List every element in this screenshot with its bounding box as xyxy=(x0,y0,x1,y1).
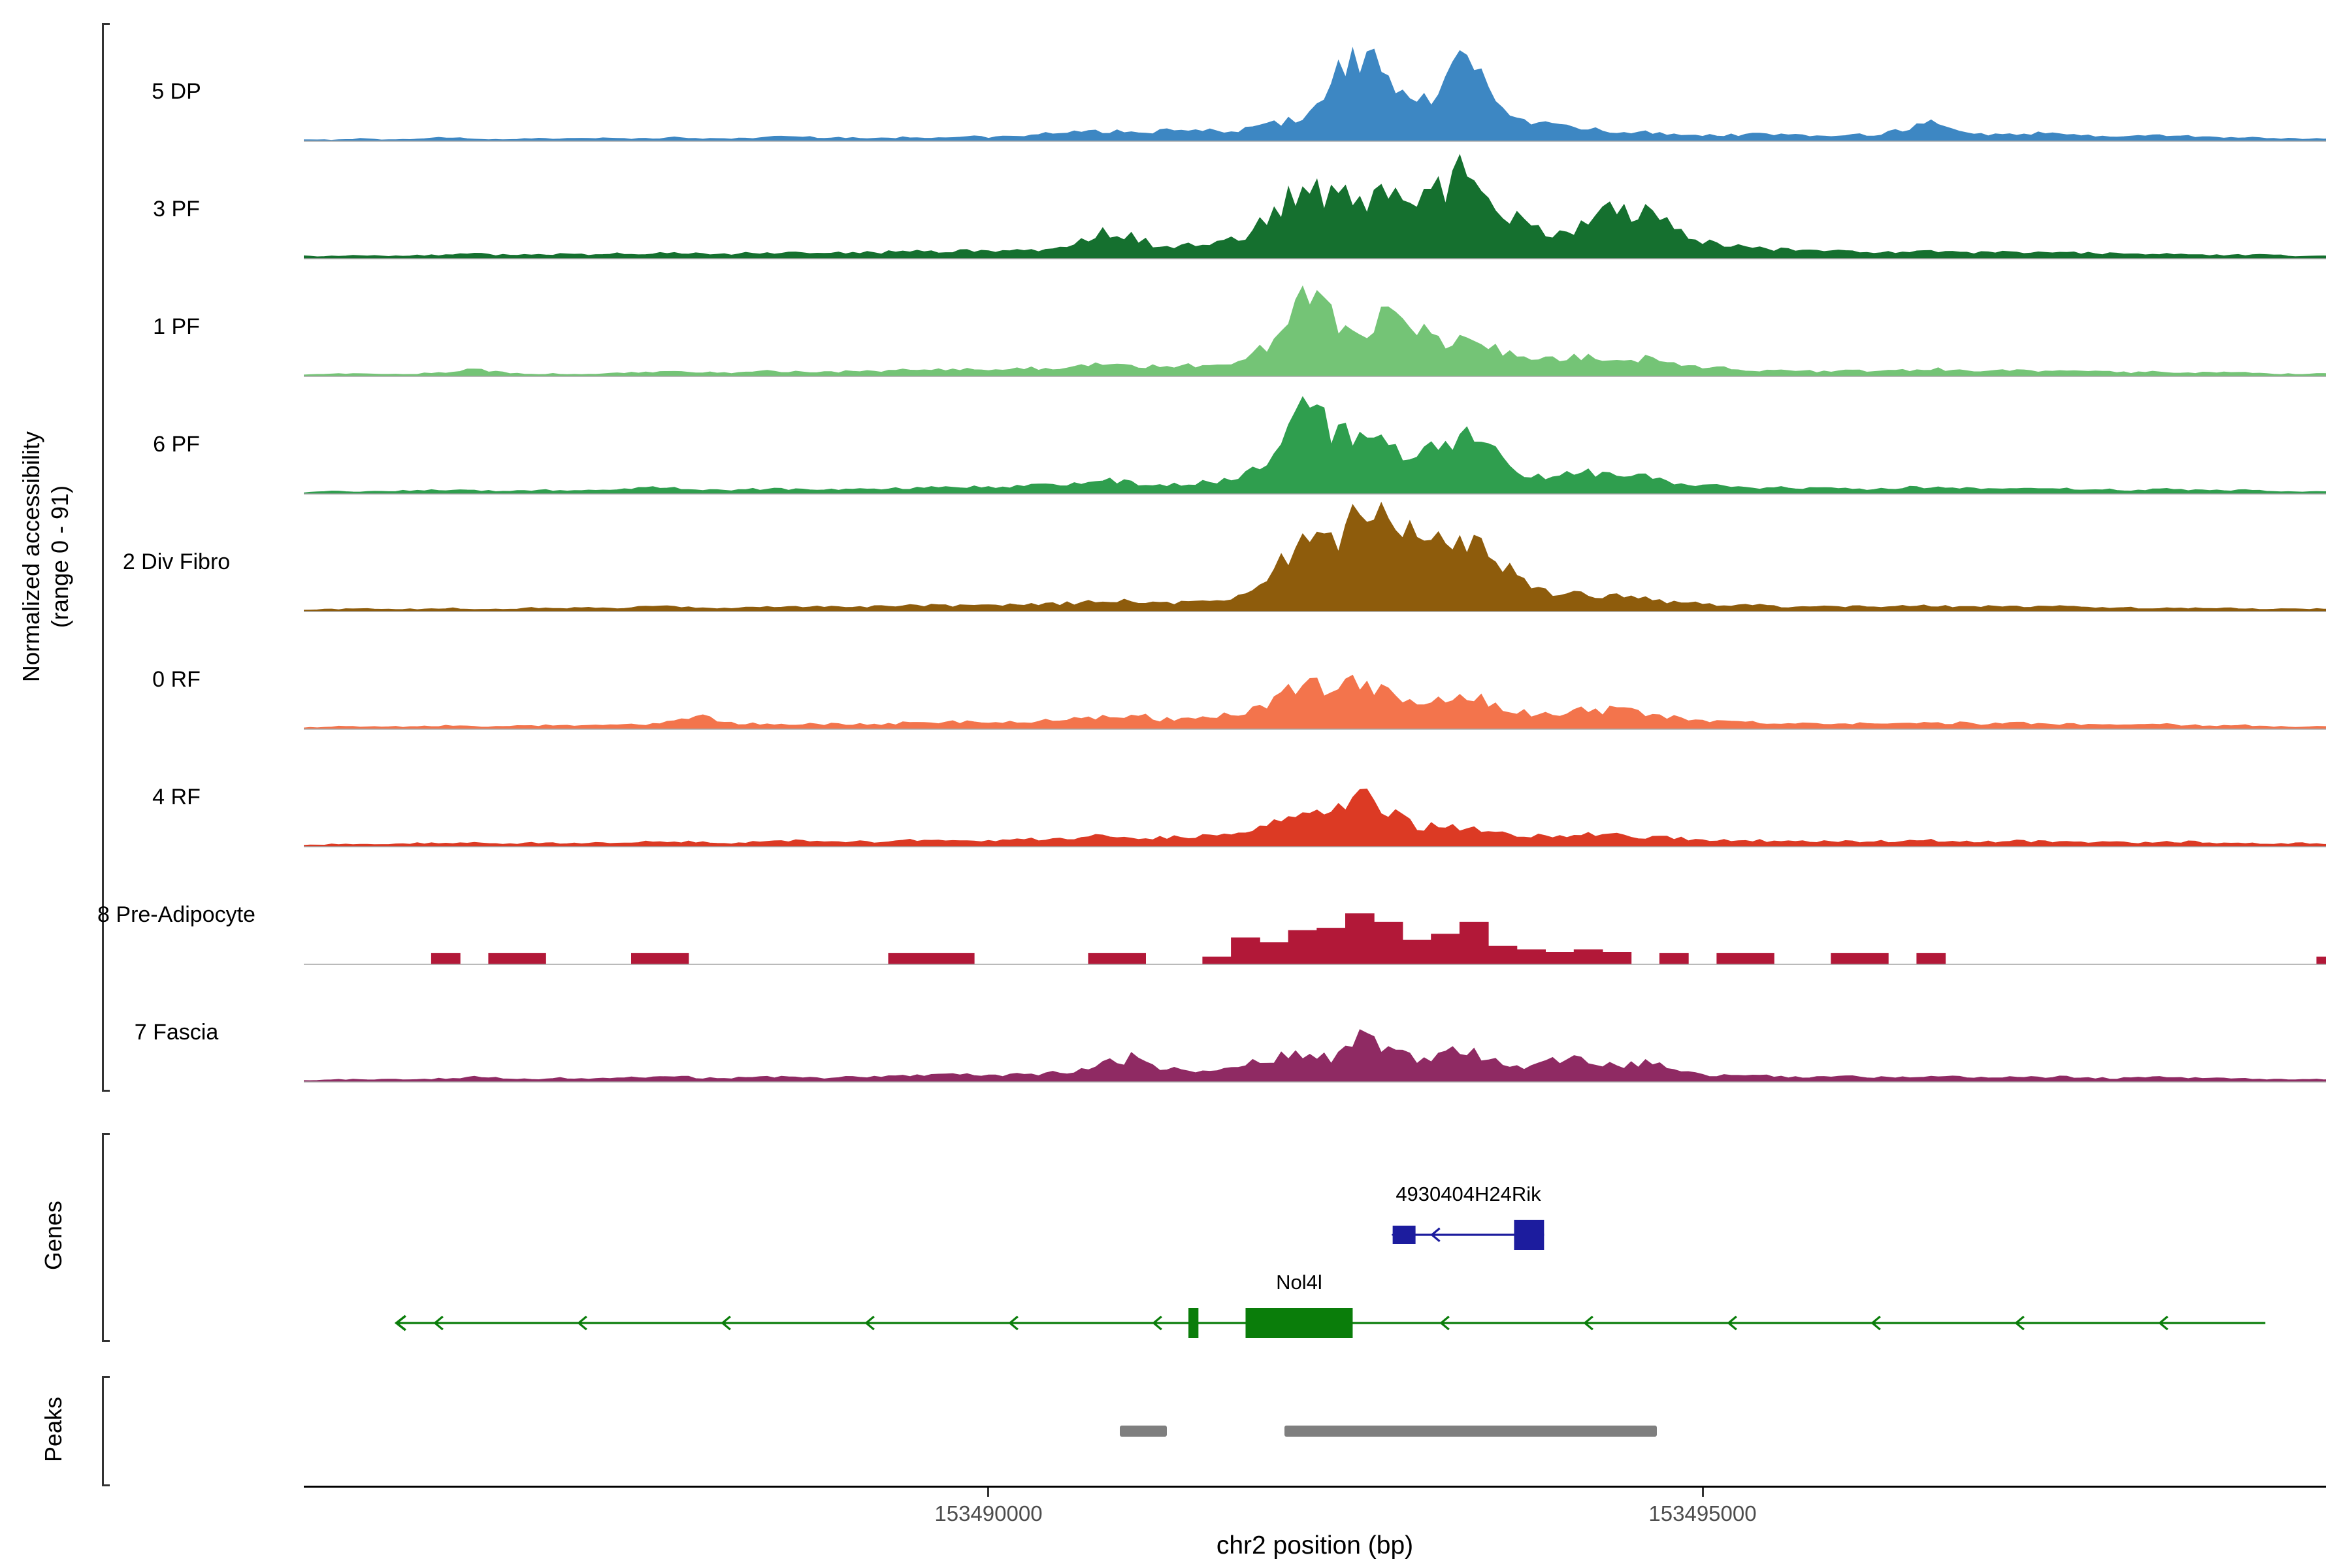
gene-exon xyxy=(1245,1308,1353,1338)
gene-model-nol4l xyxy=(394,1308,2266,1338)
y-axis-label-line1: Normalized accessibility xyxy=(18,431,44,683)
strand-arrow-icon xyxy=(2014,1315,2025,1331)
gene-model-4930404h24rik xyxy=(1391,1220,1544,1250)
gene-start-arrow-icon xyxy=(1391,1226,1403,1243)
genes-section-label: Genes xyxy=(40,1200,67,1271)
strand-arrow-icon xyxy=(1870,1315,1881,1331)
track-label-2-div-fibro: 2 Div Fibro xyxy=(122,549,231,574)
track-signal-area xyxy=(304,502,2326,612)
track-signal-area xyxy=(304,285,2326,377)
strand-arrow-icon xyxy=(2158,1315,2168,1331)
track-signal-area xyxy=(304,674,2326,730)
track-label-3-pf: 3 PF xyxy=(153,197,200,221)
x-axis-line xyxy=(304,1486,2326,1488)
track-signal-area xyxy=(304,789,2326,847)
strand-arrow-icon xyxy=(1727,1315,1737,1331)
strand-arrow-icon xyxy=(1439,1315,1450,1331)
strand-arrow-icon xyxy=(433,1315,444,1331)
track-label-6-pf: 6 PF xyxy=(153,432,200,457)
strand-arrow-icon xyxy=(1152,1315,1162,1331)
gene-exon xyxy=(1188,1308,1199,1338)
x-axis-tick xyxy=(987,1488,990,1497)
strand-arrow-icon xyxy=(577,1315,587,1331)
strand-arrow-icon xyxy=(1430,1227,1441,1243)
strand-arrow-icon xyxy=(1583,1315,1593,1331)
track-label-1-pf: 1 PF xyxy=(153,314,200,339)
track-signal-3-pf xyxy=(304,154,2326,259)
track-label-7-fascia: 7 Fascia xyxy=(134,1020,219,1045)
track-signal-area xyxy=(431,913,2326,965)
track-signal-4-rf xyxy=(304,789,2326,847)
track-signal-area xyxy=(304,396,2326,495)
genes-axis-bracket xyxy=(102,1133,110,1342)
x-axis-tick-label: 153495000 xyxy=(1648,1501,1757,1526)
track-signal-area xyxy=(304,154,2326,259)
x-axis-tick xyxy=(1701,1488,1704,1497)
gene-exon xyxy=(1392,1226,1416,1244)
track-signal-8-pre-adipocyte xyxy=(304,913,2326,965)
track-signal-area xyxy=(304,1029,2326,1083)
track-label-4-rf: 4 RF xyxy=(152,785,201,809)
gene-label-nol4l: Nol4l xyxy=(1276,1271,1322,1294)
track-signal-6-pf xyxy=(304,396,2326,495)
peaks-section-label: Peaks xyxy=(40,1396,67,1463)
x-axis-title: chr2 position (bp) xyxy=(1216,1531,1414,1560)
track-signal-area xyxy=(304,46,2326,142)
gene-exon xyxy=(1514,1220,1544,1250)
gene-label-4930404h24rik: 4930404H24Rik xyxy=(1396,1183,1541,1205)
track-label-8-pre-adipocyte: 8 Pre-Adipocyte xyxy=(97,902,255,927)
gene-start-arrow-icon xyxy=(394,1315,406,1331)
tracks-axis-bracket xyxy=(102,23,110,1092)
track-signal-1-pf xyxy=(304,285,2326,377)
peak-bar xyxy=(1284,1426,1658,1437)
track-signal-0-rf xyxy=(304,674,2326,730)
peaks-axis-bracket xyxy=(102,1376,110,1486)
track-label-5-dp: 5 DP xyxy=(152,79,201,104)
strand-arrow-icon xyxy=(721,1315,731,1331)
track-signal-2-div-fibro xyxy=(304,502,2326,612)
strand-arrow-icon xyxy=(864,1315,875,1331)
track-signal-7-fascia xyxy=(304,1029,2326,1083)
strand-arrow-icon xyxy=(1008,1315,1019,1331)
track-label-0-rf: 0 RF xyxy=(152,667,201,692)
peak-bar xyxy=(1120,1426,1168,1437)
x-axis-tick-label: 153490000 xyxy=(934,1501,1043,1526)
track-signal-5-dp xyxy=(304,46,2326,142)
